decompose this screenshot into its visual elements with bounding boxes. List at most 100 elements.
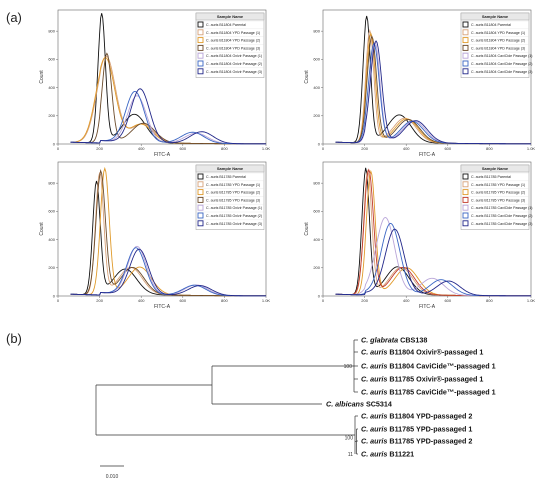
y-tick-label: 800 [48,28,55,33]
legend-entry: C. auris B11804 Oxivir Passage (3) [206,70,262,74]
legend-swatch [462,44,469,51]
legend: Sample Name C. auris B11804 Parental C. au… [460,12,532,78]
x-tick-label: 800 [486,298,493,303]
y-tick-label: 200 [313,113,320,118]
x-tick-label: 600 [444,298,451,303]
taxon-genus: C. auris [361,348,387,357]
series-line [70,88,267,145]
x-tick-label: 800 [486,146,493,151]
x-tick-label: 200 [361,146,368,151]
taxon-genus: C. auris [361,450,387,459]
x-tick-label: 200 [361,298,368,303]
bootstrap-value: 11 [348,452,353,458]
x-tick-label: 1.0K [262,146,271,151]
legend-entry: C. auris B11785 YPD Passage (1) [471,183,525,187]
legend-entry: C. auris B11785 Oxivir Passage (2) [206,214,262,218]
legend-entry: C. auris B11804 CaviCide Passage (2) [471,62,532,66]
x-tick-label: 600 [444,146,451,151]
legend: Sample Name C. auris B11785 Parental C. au… [195,164,265,230]
legend-entry: C. auris B11804 YPD Passage (3) [206,46,260,50]
y-tick-label: 600 [48,209,55,214]
y-axis-title: Count [39,222,45,236]
y-tick-label: 800 [313,28,320,33]
x-tick-label: 800 [221,298,228,303]
x-tick-label: 0 [57,146,60,151]
taxon-label: C. auris B11804 Oxivir®-passaged 1 [361,348,483,357]
legend-entry: C. auris B11785 Parental [471,175,511,179]
legend-title: Sample Name [482,14,509,19]
legend-swatch [197,37,204,44]
taxon-strain: B11785 YPD-passaged 1 [387,425,472,434]
x-tick-label: 200 [96,298,103,303]
taxon-genus: C. auris [361,425,387,434]
legend-entry: C. auris B11804 YPD Passage (1) [471,31,525,35]
legend-swatch [462,204,469,211]
legend-header [195,164,265,173]
legend-swatch [462,29,469,36]
legend-entry: C. auris B11785 YPD Passage (2) [471,191,525,195]
legend-swatch [462,189,469,196]
legend-swatch [197,68,204,75]
legend-entry: C. auris B11804 Parental [471,23,511,27]
legend-swatch [462,52,469,59]
legend-entry: C. auris B11785 YPD Passage (2) [206,191,260,195]
scale-bar-label: 0.010 [106,474,119,480]
y-axis-title: Count [304,222,310,236]
x-tick-label: 200 [96,146,103,151]
y-tick-label: 0 [318,293,321,298]
taxon-label: C. auris B11785 CaviCide™-passaged 1 [361,388,496,397]
x-tick-label: 400 [403,146,410,151]
y-tick-label: 600 [313,209,320,214]
legend-entry: C. auris B11804 YPD Passage (3) [471,46,525,50]
taxon-strain: B11785 Oxivir®-passaged 1 [387,375,483,384]
legend-swatch [462,37,469,44]
legend-swatch [197,204,204,211]
legend-swatch [197,212,204,219]
y-axis-title: Count [304,70,310,84]
legend-swatch [462,60,469,67]
legend-swatch [197,196,204,203]
histogram-3: 0 200 400 600 800 1.0K 0 200 400 600 800 FITC-A Coun… [39,161,270,310]
legend-entry: C. auris B11785 CaviCide Passage (1) [471,206,532,210]
legend-entry: C. auris B11785 Parental [206,175,246,179]
legend-swatch [197,29,204,36]
taxon-label: C. auris B11785 YPD-passaged 2 [361,437,472,446]
y-tick-label: 0 [53,293,56,298]
y-tick-label: 200 [48,265,55,270]
y-axis-title: Count [39,70,45,84]
y-tick-label: 0 [53,141,56,146]
taxon-genus: C. auris [361,412,387,421]
series-line [335,40,532,145]
y-tick-label: 800 [48,180,55,185]
x-axis-title: FITC-A [419,304,436,310]
legend-swatch [197,21,204,28]
y-tick-label: 600 [313,57,320,62]
legend-swatch [197,173,204,180]
legend-header [460,12,530,21]
x-tick-label: 600 [179,298,186,303]
legend-entry: C. auris B11804 Oxivir Passage (1) [206,54,262,58]
taxon-strain: B11804 YPD-passaged 2 [387,412,472,421]
panel-label-b: (b) [6,331,22,346]
legend-swatch [197,60,204,67]
panel-label-a: (a) [6,10,22,25]
legend-box [460,164,530,230]
legend-box [195,164,265,230]
taxon-strain: B11785 YPD-passaged 2 [387,437,472,446]
x-axis-title: FITC-A [419,152,436,158]
legend-swatch [197,189,204,196]
bootstrap-value: 100 [345,436,354,442]
legend-swatch [462,196,469,203]
taxon-label: C. auris B11804 CaviCide™-passaged 1 [361,362,496,371]
series-line [70,248,267,297]
legend-box [460,12,530,78]
legend-entry: C. auris B11785 YPD Passage (1) [206,183,260,187]
legend-entry: C. auris B11785 Oxivir Passage (3) [206,222,262,226]
legend-swatch [462,181,469,188]
legend-swatch [197,52,204,59]
x-tick-label: 400 [403,298,410,303]
taxon-genus: C. auris [361,437,387,446]
taxon-genus: C. albicans [326,400,364,409]
legend-entry: C. auris B11804 Oxivir Passage (2) [206,62,262,66]
